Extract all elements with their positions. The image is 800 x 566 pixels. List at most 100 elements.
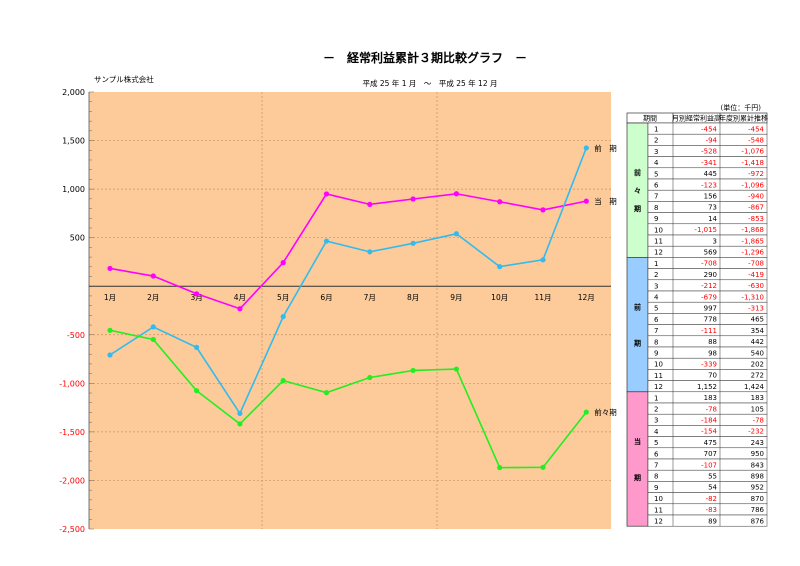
month-cell: 4: [654, 428, 659, 436]
data-point-current: [497, 199, 503, 205]
cumulative-value-cell: 952: [751, 484, 764, 492]
group-label-char: 前: [634, 303, 641, 312]
cumulative-value-cell: -1,865: [741, 237, 764, 245]
series-line-previous: [109, 147, 588, 416]
data-point-prev_prev: [107, 327, 113, 333]
month-cell: 7: [654, 462, 658, 470]
cumulative-value-cell: -940: [748, 193, 764, 201]
unit-label: (単位：千円): [721, 103, 762, 112]
cumulative-value-cell: -454: [748, 125, 764, 133]
monthly-value-cell: -1,015: [694, 226, 717, 234]
monthly-value-cell: 3: [713, 237, 717, 245]
data-point-current: [194, 291, 200, 297]
monthly-value-cell: 156: [704, 193, 718, 201]
data-point-previous: [367, 249, 373, 255]
data-point-previous: [280, 314, 286, 320]
cumulative-value-cell: -548: [748, 137, 764, 145]
cumulative-value-cell: 202: [751, 361, 764, 369]
month-cell: 4: [654, 159, 659, 167]
group-label-char: 々: [634, 187, 641, 195]
header-cell: 年度別累計推移: [719, 114, 768, 123]
group-label-char: 前: [634, 168, 641, 177]
month-cell: 12: [654, 518, 663, 526]
month-cell: 3: [654, 282, 658, 290]
cumulative-value-cell: -78: [753, 417, 764, 425]
data-point-prev_prev: [237, 421, 243, 427]
month-cell: 2: [654, 271, 658, 279]
monthly-value-cell: -107: [701, 461, 717, 469]
month-cell: 9: [654, 350, 658, 358]
monthly-value-cell: 707: [704, 450, 717, 458]
month-cell: 6: [654, 182, 659, 190]
monthly-value-cell: 88: [708, 338, 717, 346]
data-point-prev_prev: [367, 374, 373, 381]
month-cell: 11: [654, 506, 663, 514]
data-point-previous: [540, 257, 546, 263]
cumulative-value-cell: 105: [751, 405, 764, 413]
company-name: サンプル株式会社: [94, 74, 154, 84]
cumulative-value-cell: 870: [751, 495, 764, 503]
cumulative-value-cell: 876: [751, 517, 765, 525]
page-title: － 経常利益累計３期比較グラフ －: [323, 50, 527, 65]
group-label-char: 当: [634, 437, 641, 446]
monthly-value-cell: -83: [706, 506, 717, 514]
data-point-previous: [150, 324, 156, 330]
data-point-prev_prev: [410, 367, 416, 374]
x-tick-label: 6月: [320, 293, 332, 302]
cumulative-value-cell: 843: [751, 461, 764, 469]
x-tick-label: 2月: [147, 293, 159, 302]
monthly-value-cell: 54: [708, 484, 717, 492]
series-label-prev_prev: 前々期: [594, 407, 617, 417]
month-cell: 12: [654, 249, 663, 257]
data-point-prev_prev: [453, 366, 459, 372]
cumulative-value-cell: 540: [751, 349, 764, 357]
monthly-value-cell: 98: [708, 349, 717, 357]
cumulative-value-cell: -1,868: [741, 226, 764, 234]
data-point-current: [280, 260, 286, 266]
data-point-previous: [107, 352, 113, 358]
series-label-previous: 前 期: [594, 143, 617, 153]
x-tick-label: 3月: [190, 293, 202, 302]
monthly-value-cell: -184: [701, 417, 717, 425]
group-band-current: [626, 391, 649, 527]
monthly-value-cell: 89: [708, 517, 717, 525]
period-label: 平成 25 年 1 月 ～ 平成 25 年 12 月: [363, 78, 498, 88]
month-cell: 5: [654, 170, 658, 178]
month-cell: 6: [654, 316, 659, 324]
month-cell: 1: [654, 394, 658, 402]
month-cell: 5: [654, 439, 658, 447]
month-cell: 8: [654, 338, 658, 346]
y-tick-label: 2,000: [62, 88, 85, 97]
monthly-value-cell: 778: [704, 316, 717, 324]
month-cell: 11: [654, 372, 663, 380]
cumulative-value-cell: -232: [748, 428, 764, 436]
data-point-prev_prev: [497, 465, 503, 471]
monthly-value-cell: 55: [708, 473, 717, 481]
month-cell: 8: [654, 204, 658, 212]
monthly-value-cell: -679: [701, 293, 717, 301]
x-tick-label: 4月: [234, 293, 246, 302]
cumulative-value-cell: -313: [748, 305, 764, 313]
month-cell: 10: [654, 226, 663, 234]
plot-area: [89, 92, 611, 529]
group-label-char: 期: [634, 204, 641, 213]
data-point-current: [323, 191, 330, 197]
cumulative-value-cell: 354: [751, 327, 765, 335]
month-cell: 1: [654, 260, 658, 268]
cumulative-value-cell: 898: [751, 473, 764, 481]
data-point-prev_prev: [194, 388, 200, 394]
cumulative-value-cell: 442: [751, 338, 764, 346]
cumulative-value-cell: -972: [748, 170, 764, 178]
data-point-current: [237, 306, 243, 312]
month-cell: 2: [654, 137, 658, 145]
cumulative-value-cell: -867: [748, 204, 764, 212]
data-point-previous: [497, 264, 503, 270]
month-cell: 3: [654, 417, 658, 425]
monthly-value-cell: -528: [701, 148, 717, 156]
monthly-value-cell: 445: [704, 170, 717, 178]
cumulative-value-cell: -1,310: [741, 293, 764, 301]
table-row: [647, 514, 768, 527]
cumulative-value-cell: -1,076: [741, 148, 764, 156]
data-point-previous: [410, 240, 416, 246]
